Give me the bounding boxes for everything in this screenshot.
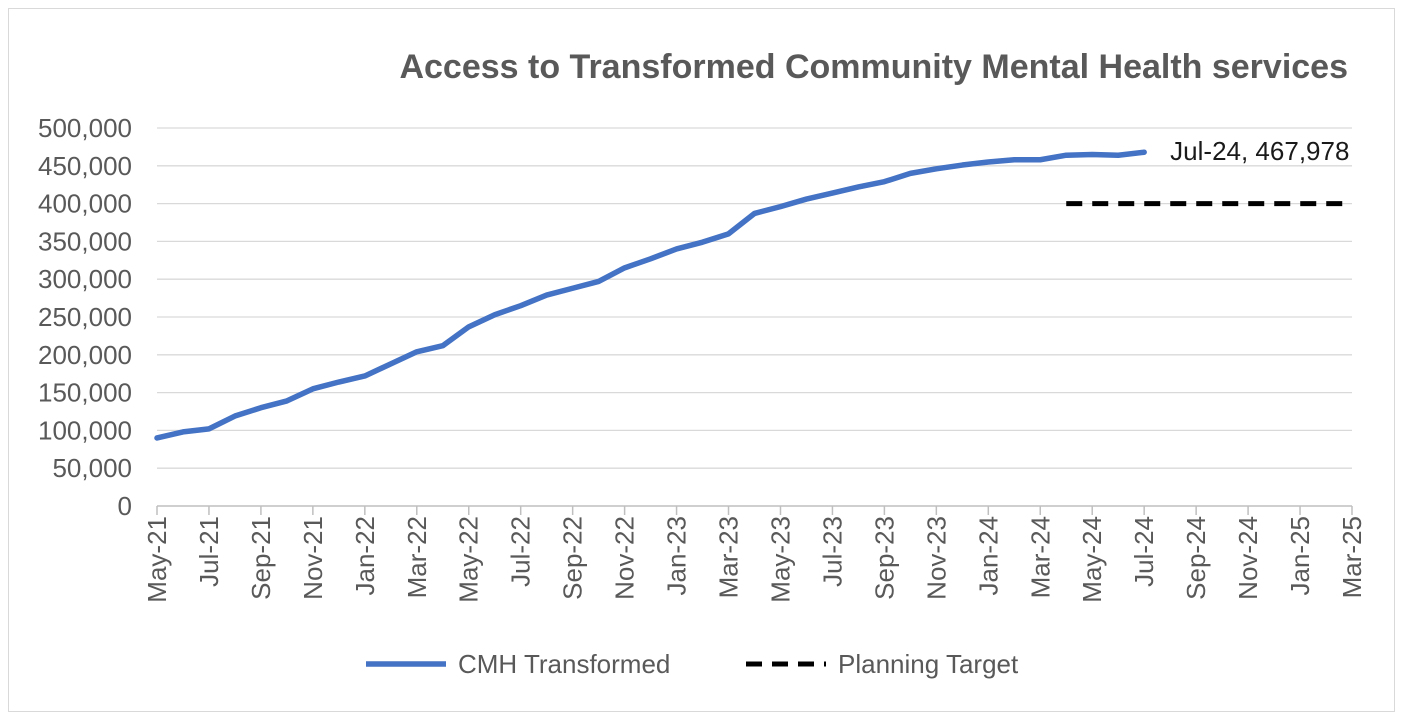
- y-tick-label: 0: [118, 491, 132, 521]
- x-tick-label: Mar-22: [402, 516, 432, 598]
- x-tick-label: Jul-22: [506, 516, 536, 587]
- y-tick-label: 400,000: [38, 189, 132, 219]
- x-tick-label: Jan-25: [1285, 516, 1315, 596]
- data-label: Jul-24, 467,978: [1170, 136, 1349, 166]
- x-tick-label: Nov-24: [1233, 516, 1263, 600]
- legend: CMH Transformed Planning Target: [366, 649, 1019, 679]
- x-tick-label: May-23: [765, 516, 795, 603]
- y-tick-label: 500,000: [38, 113, 132, 143]
- y-tick-label: 250,000: [38, 302, 132, 332]
- y-tick-label: 300,000: [38, 264, 132, 294]
- series-line-cmh-transformed: [154, 149, 1147, 441]
- x-tick-label: Nov-22: [610, 516, 640, 600]
- x-tick-label: Jul-24: [1129, 516, 1159, 587]
- x-tick-label: May-24: [1077, 516, 1107, 603]
- chart-frame: [8, 8, 1395, 712]
- x-tick-label: Jan-23: [662, 516, 692, 596]
- legend-label: CMH Transformed: [458, 649, 670, 679]
- legend-label: Planning Target: [838, 649, 1019, 679]
- y-tick-label: 350,000: [38, 226, 132, 256]
- x-tick-label: Sep-21: [246, 516, 276, 600]
- annotations: Jul-24, 467,978: [1170, 136, 1349, 166]
- x-tick-label: Mar-25: [1337, 516, 1367, 598]
- x-tick-label: Jul-21: [194, 516, 224, 587]
- series-lines: [154, 149, 1352, 441]
- y-tick-label: 450,000: [38, 151, 132, 181]
- y-axis-tick-labels: 0 50,000 100,000 150,000 200,000 250,000 300,0…: [38, 113, 132, 521]
- x-tick-label: Jan-24: [973, 516, 1003, 596]
- y-tick-label: 150,000: [38, 378, 132, 408]
- x-tick-label: Mar-24: [1025, 516, 1055, 598]
- y-tick-label: 200,000: [38, 340, 132, 370]
- x-tick-label: Jan-22: [350, 516, 380, 596]
- x-axis: May-21 Jul-21 Sep-21 Nov-21 Jan-22 Mar-22 May-…: [142, 505, 1367, 603]
- chart-title: Access to Transformed Community Mental H…: [399, 48, 1348, 86]
- y-tick-label: 50,000: [52, 453, 132, 483]
- x-tick-label: Sep-22: [558, 516, 588, 600]
- x-tick-label: Sep-23: [869, 516, 899, 600]
- x-tick-label: May-21: [142, 516, 172, 603]
- x-tick-label: Sep-24: [1181, 516, 1211, 600]
- x-tick-label: May-22: [454, 516, 484, 603]
- x-tick-label: Mar-23: [714, 516, 744, 598]
- x-tick-label: Nov-21: [298, 516, 328, 600]
- x-tick-label: Jul-23: [817, 516, 847, 587]
- y-tick-label: 100,000: [38, 415, 132, 445]
- gridlines: [157, 127, 1352, 469]
- x-tick-label: Nov-23: [921, 516, 951, 600]
